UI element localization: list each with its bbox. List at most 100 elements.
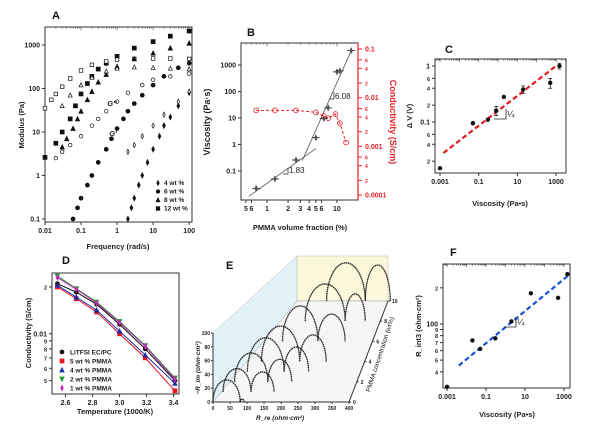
data-point: [67, 116, 73, 122]
y-tick-label: 4: [427, 87, 431, 93]
panel-label-e: E: [226, 260, 233, 272]
y-tick-label: 2: [44, 285, 47, 291]
legend-label: 4 wt % PMMA: [70, 368, 112, 375]
a-ylabel: Modulus (Pa): [17, 101, 26, 149]
data-point: [131, 55, 138, 62]
data-point: [131, 64, 137, 70]
x-tick-label: 0.001: [438, 394, 456, 401]
f-xlabel: Viscosity (Pa•s): [479, 410, 535, 419]
legend-marker: [156, 179, 160, 187]
conductivity-point: [272, 107, 278, 114]
legend-item: LiTFSI EC/PC: [59, 350, 112, 357]
b-ylabel: Viscosity (Pa·s): [202, 89, 212, 156]
conductivity-point: [253, 107, 259, 114]
data-point: [96, 116, 101, 122]
data-point: [173, 375, 177, 383]
data-point: [140, 171, 145, 180]
data-point: [186, 28, 192, 34]
y2-tick-label: 0.001: [365, 144, 383, 151]
y2-tick-label: 0.0001: [365, 193, 387, 200]
data-point: [103, 68, 109, 74]
slope-label: ¼: [507, 109, 515, 119]
viscosity-point: [273, 175, 277, 183]
g-double-prime-label: G'': [107, 99, 117, 108]
data-point: [114, 126, 120, 131]
impedance-curve: [260, 325, 327, 362]
legend-marker: [60, 384, 64, 392]
legend-item: 1 wt % PMMA: [60, 384, 112, 393]
data-point: [89, 123, 95, 128]
viscosity-point: [294, 156, 298, 164]
impedance-curve: [212, 379, 245, 403]
data-point: [85, 182, 90, 188]
x-tick-label: 0.1: [481, 394, 491, 401]
y2-tick-label: 6: [365, 58, 368, 64]
x-tick-label: 6: [250, 206, 254, 213]
x-tick-label: 6: [319, 206, 323, 213]
data-point: [94, 299, 99, 307]
data-point: [74, 285, 79, 293]
impedance-curve: [325, 262, 391, 302]
legend-marker: [155, 197, 161, 203]
b-xlabel: PMMA volume fraction (%): [253, 223, 348, 232]
data-point: [59, 143, 65, 150]
fit-curve: [57, 286, 176, 392]
data-point: [151, 145, 155, 153]
data-point: [168, 56, 173, 61]
data-point: [172, 388, 178, 394]
data-point: [89, 88, 95, 94]
y-tick-label: 100: [426, 321, 438, 328]
y2-tick-label: 2: [365, 82, 368, 88]
slope-triangle: [283, 168, 289, 175]
x-tick-label: 0.01: [38, 228, 52, 235]
d-xlabel: Temperature (1000/K): [77, 407, 154, 416]
y-tick-label: 4: [435, 370, 439, 376]
y2-tick-label: 6: [365, 107, 368, 113]
series-6wt-loss: [53, 71, 192, 161]
y2-tick-label: 6: [365, 156, 368, 162]
data-point: [501, 94, 507, 100]
data-point: [70, 125, 76, 131]
legend-label: 8 wt %: [164, 197, 184, 204]
panel-label-d: D: [62, 255, 70, 267]
fit-curve: [57, 283, 176, 381]
y-tick-label: 1: [232, 142, 236, 149]
impedance-curve: [281, 305, 346, 342]
data-point: [73, 293, 80, 300]
data-point: [84, 96, 91, 103]
a-xlabel: Frequency (rad/s): [87, 242, 150, 251]
conductivity-line: [256, 109, 347, 143]
slope-triangle: [494, 109, 507, 120]
data-point: [470, 121, 476, 126]
panel-label-c: C: [445, 44, 453, 56]
data-point: [104, 109, 109, 114]
series-4wt-loss: [126, 88, 191, 156]
c-xlabel: Viscosity (Pa•s): [472, 199, 528, 208]
data-point: [78, 82, 84, 88]
panel-e: 0 50 100 150 200 250 300 350 4000204060801000246…: [202, 255, 398, 412]
data-point: [477, 346, 483, 352]
data-point: [139, 92, 145, 98]
z-tick-label: 10: [392, 299, 398, 305]
data-point: [114, 99, 120, 104]
x-tick-label: 2.8: [88, 400, 98, 407]
y-tick-label: 20: [204, 386, 210, 392]
conductivity-point: [332, 111, 339, 117]
y-tick-label: 9: [435, 328, 438, 334]
data-point: [157, 132, 162, 140]
back-wall: [296, 255, 389, 302]
legend-item: 6 wt %: [155, 189, 184, 196]
data-point: [150, 82, 156, 88]
x-tick-label: 150: [260, 406, 269, 412]
y-tick-label: 0.1: [226, 168, 236, 175]
data-point: [78, 195, 84, 201]
data-point: [116, 327, 123, 334]
x-tick-label: 0.1: [474, 179, 484, 186]
x-tick-label: 0.001: [431, 179, 449, 186]
data-point: [89, 173, 95, 178]
panel-label-b: B: [247, 27, 255, 39]
legend-marker: [59, 366, 65, 373]
y-tick-label: 10: [228, 115, 236, 122]
x-tick-label: 1: [115, 228, 119, 235]
x-tick-label: 5: [244, 206, 248, 213]
